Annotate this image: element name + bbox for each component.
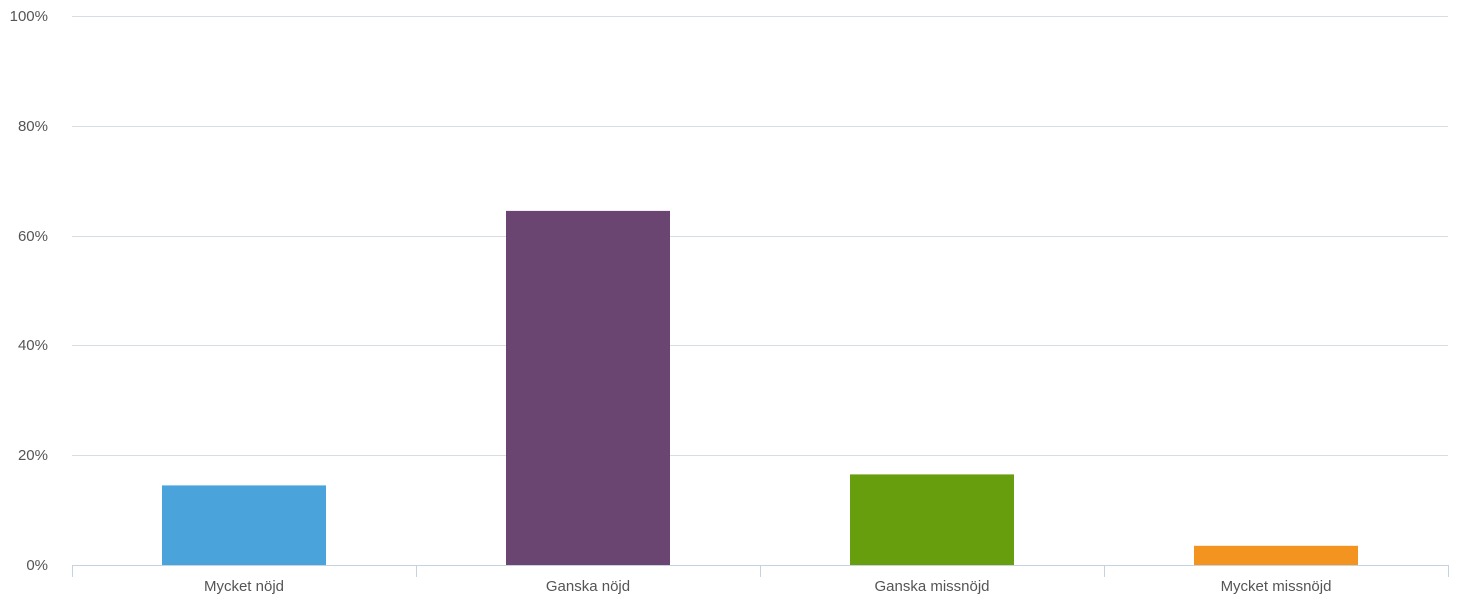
y-tick-label: 40%: [18, 337, 48, 354]
y-tick-label: 0%: [26, 557, 48, 574]
x-axis-category-labels: Mycket nöjd Ganska nöjd Ganska missnöjd Myc…: [204, 578, 1331, 595]
y-axis-tick-labels: 0% 20% 40% 60% 80% 100%: [10, 8, 48, 574]
x-category-label: Mycket nöjd: [204, 578, 284, 595]
bar[interactable]: [850, 474, 1014, 565]
x-category-label: Ganska nöjd: [546, 578, 630, 595]
y-tick-label: 20%: [18, 447, 48, 464]
x-category-label: Mycket missnöjd: [1221, 578, 1332, 595]
y-tick-label: 100%: [10, 8, 48, 25]
x-axis: [72, 565, 1449, 577]
bar[interactable]: [506, 211, 670, 565]
gridlines: [72, 17, 1448, 456]
x-category-label: Ganska missnöjd: [874, 578, 989, 595]
bar[interactable]: [162, 485, 326, 565]
bars: [162, 211, 1358, 565]
y-tick-label: 80%: [18, 118, 48, 135]
bar[interactable]: [1194, 546, 1358, 565]
y-tick-label: 60%: [18, 228, 48, 245]
